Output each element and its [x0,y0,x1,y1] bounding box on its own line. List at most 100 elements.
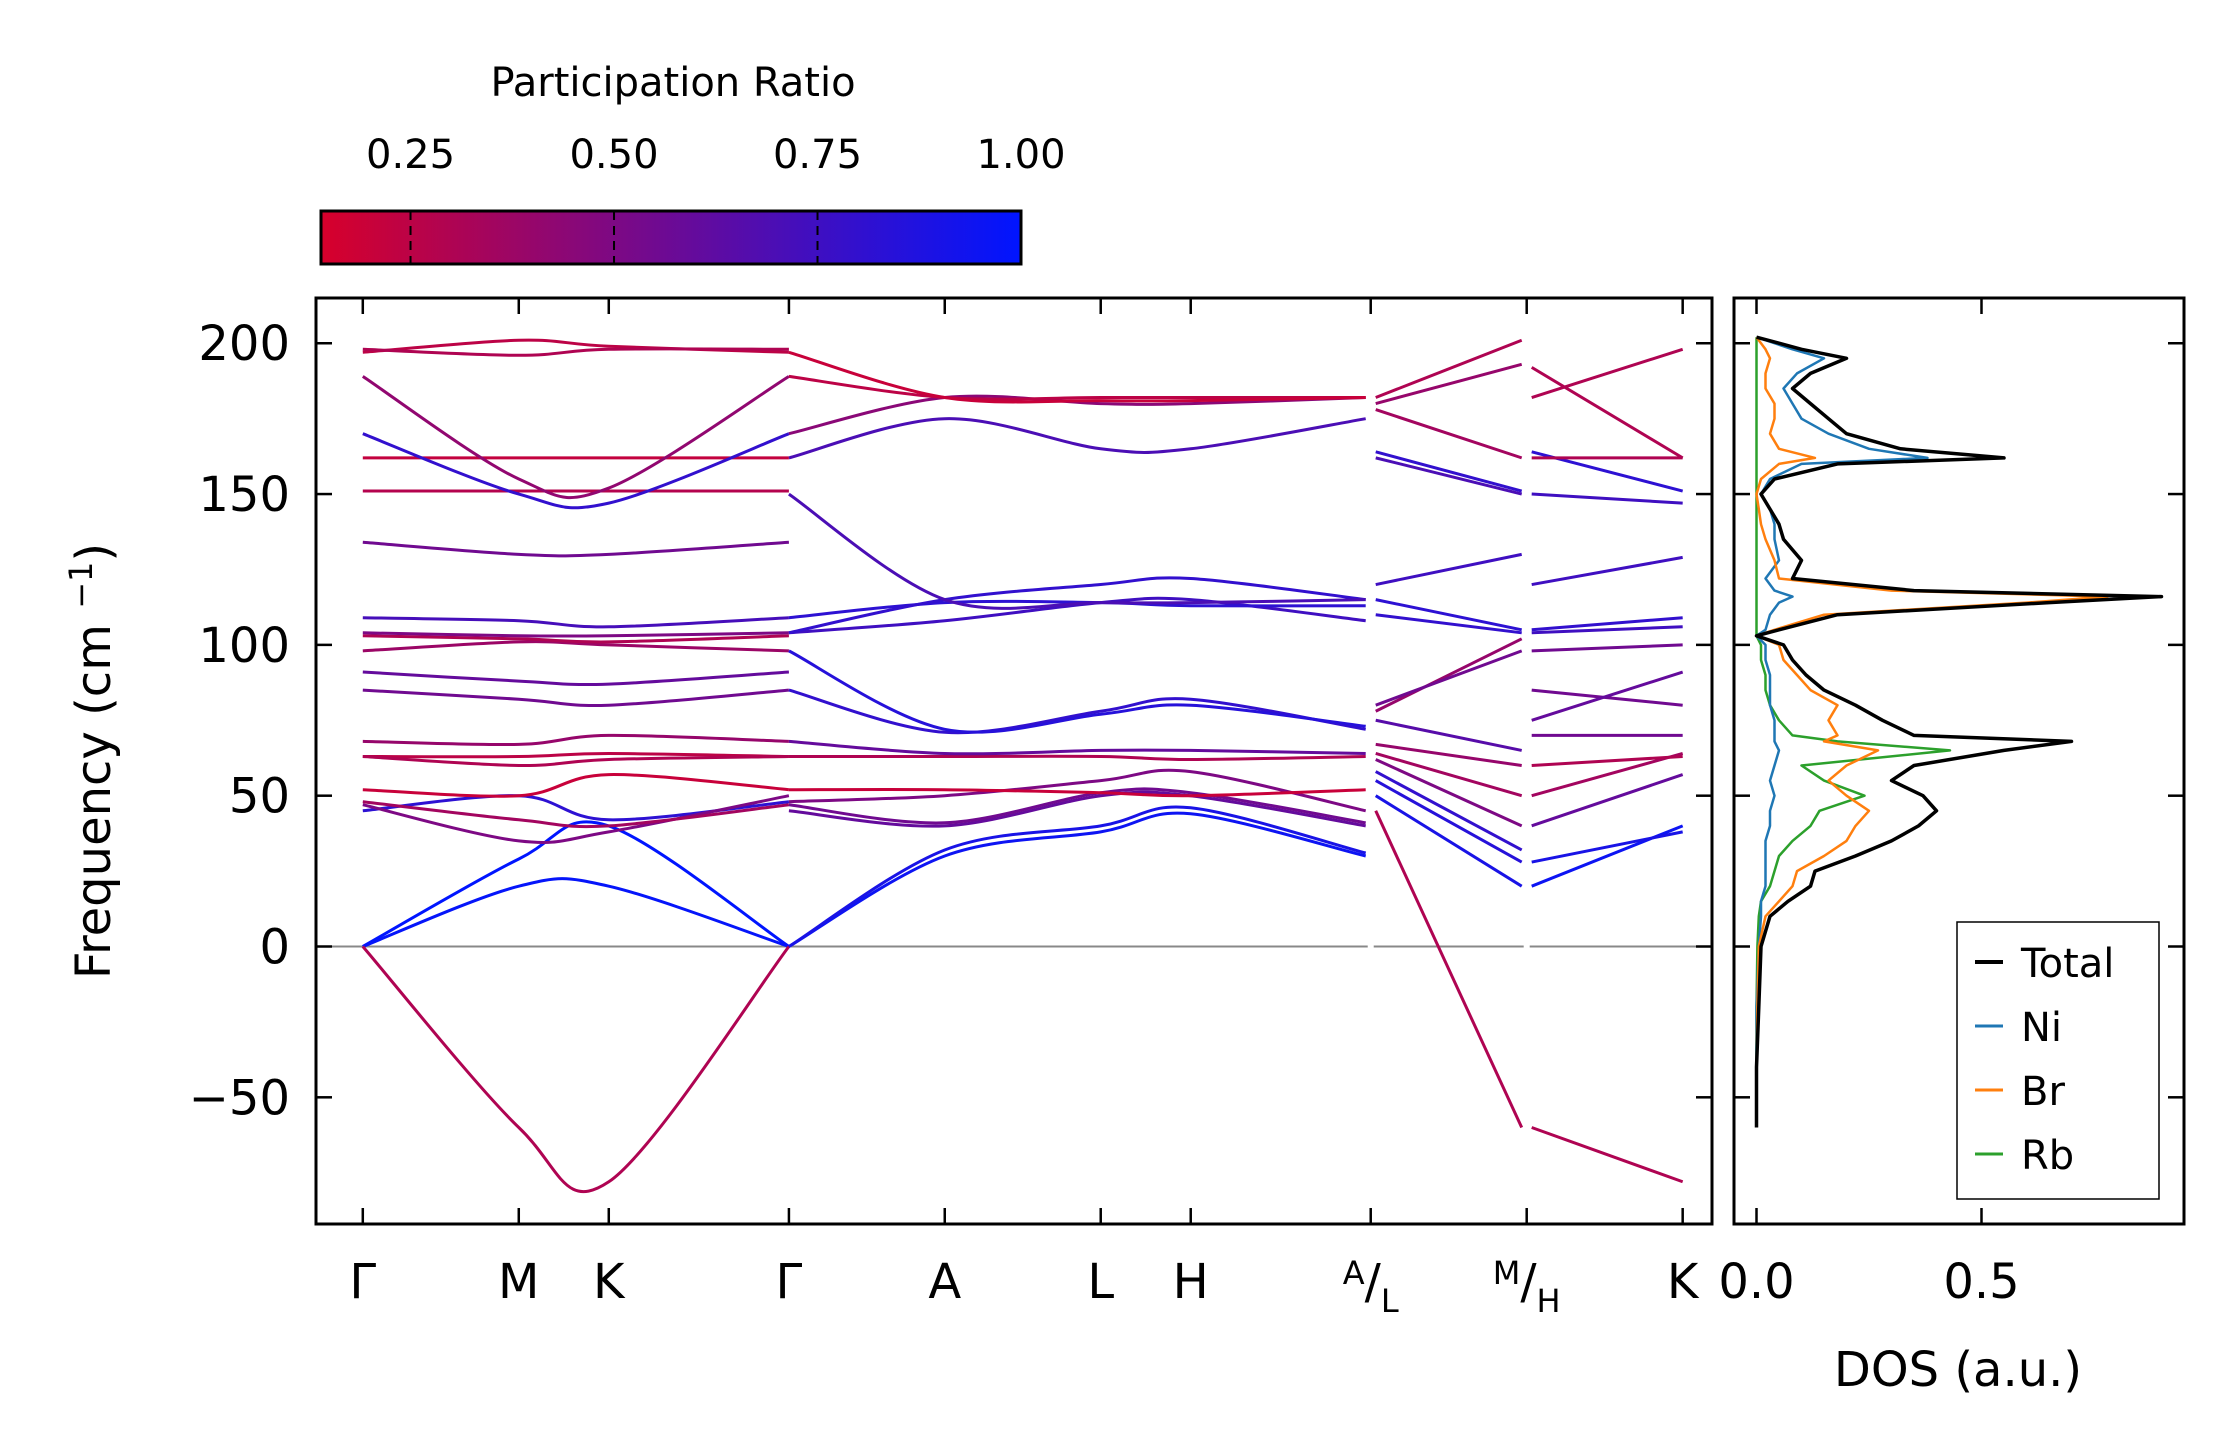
phonon-band [1531,1126,1684,1184]
phonon-band [1375,770,1523,852]
y-tick-label: 50 [229,769,290,825]
phonon-band [361,945,791,1194]
phonon-band [788,417,1366,460]
phonon-band [1375,649,1523,707]
phonon-band [788,787,1366,798]
x-tick-label: H [1173,1254,1209,1310]
x-tick-label: A/L [1343,1254,1399,1320]
x-tick-label-sub: H [1537,1282,1561,1320]
phonon-band [1375,362,1523,406]
y-axis-label-sup: −1 [62,562,100,609]
y-axis-label-text: Frequency (cm [66,624,122,979]
y-tick-label: 0 [259,920,290,976]
phonon-band [362,800,790,829]
phonon-band [788,754,1366,762]
phonon-band [362,540,789,558]
phonon-band [362,634,789,644]
phonon-band [362,631,789,638]
phonon-band [362,347,789,357]
x-tick-label: Γ [776,1254,803,1310]
phonon-band [1531,830,1683,864]
phonon-band [362,733,789,747]
colorbar-tick-label: 0.25 [366,132,455,178]
phonon-band [788,688,1366,735]
phonon-band [362,794,790,844]
y-axis-label: Frequency (cm −1) [62,543,122,979]
phonon-band [362,751,789,759]
phonon-band [1374,779,1523,864]
phonon-band [1531,773,1684,828]
colorbar-tick-label: 1.00 [976,132,1065,178]
x-tick-label: M [498,1254,539,1310]
phonon-band [1375,552,1523,587]
phonon-band [788,790,1366,828]
phonon-band [362,877,790,948]
y-tick-label: −50 [189,1070,290,1126]
x-tick-label: M/H [1493,1254,1561,1320]
phonon-band [1531,625,1683,635]
phonon-band [1374,810,1524,1129]
phonon-band [788,805,1367,948]
x-tick-label: A [928,1254,961,1310]
phonon-band [788,350,1366,404]
dos-x-tick-label: 0.0 [1718,1254,1794,1310]
phonon-band [1375,408,1523,460]
colorbar-label: Participation Ratio [490,60,855,106]
phonon-band [362,670,789,687]
x-tick-label-sup: A [1343,1254,1365,1292]
y-axis-label-rest: ) [66,543,122,562]
legend-label: Total [2020,941,2114,987]
phonon-band [1531,643,1683,653]
x-tick-label: K [593,1254,626,1310]
x-tick-label: Γ [349,1254,376,1310]
colorbar: Participation Ratio 0.25 0.50 0.75 1.00 [319,60,1066,266]
phonon-band [788,374,1366,401]
phonon-band [788,492,1366,610]
phonon-band [1531,347,1684,399]
phonon-band [788,576,1366,635]
phonon-band [1375,613,1522,635]
phonon-band [1531,754,1683,768]
phonon-band [1375,637,1523,713]
phonon-band [1375,450,1523,493]
dos-series-ni [1755,336,1929,1128]
phonon-band [362,616,789,629]
phonon-band [1375,598,1523,632]
legend-label: Br [2021,1069,2065,1115]
legend-label: Ni [2021,1005,2062,1051]
x-tick-label-slash: / [1365,1254,1382,1310]
phonon-band [1375,758,1523,828]
dos-x-axis-label: DOS (a.u.) [1834,1342,2082,1398]
phonon-band [362,688,790,707]
phonon-band [788,649,1366,734]
phonon-band [1530,366,1684,460]
y-tick-label: 150 [198,467,290,523]
x-tick-label-sub: L [1381,1282,1399,1320]
phonon-band [361,375,790,500]
phonon-band [362,432,790,510]
phonon-band [1375,752,1523,798]
phonon-band [1531,616,1683,632]
phonon-band [1531,752,1684,798]
phonon-band [362,640,789,653]
phonon-band [788,811,1367,948]
phonon-band [1375,456,1523,496]
phonon-band [1374,794,1523,888]
y-tick-label: 100 [198,618,290,674]
phonon-band [362,820,790,948]
dos-panel-frame [1732,296,2186,1226]
phonon-band [362,773,790,798]
legend: Total Ni Br Rb [1956,921,2160,1200]
phonon-band [1375,338,1523,399]
colorbar-tick-label: 0.75 [773,132,862,178]
phonon-band [1375,718,1523,752]
phonon-band [788,394,1366,436]
phonon-band [362,755,789,768]
dos-x-tick-label: 0.5 [1943,1254,2019,1310]
colorbar-bar [319,209,1023,266]
y-tick-label: 200 [198,316,290,372]
phonon-band [788,768,1367,813]
x-tick-label-slash: / [1520,1254,1537,1310]
